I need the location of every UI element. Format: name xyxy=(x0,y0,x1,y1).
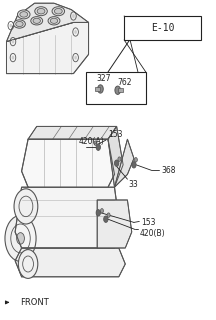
Circle shape xyxy=(104,216,108,222)
Circle shape xyxy=(98,85,103,93)
Text: 153: 153 xyxy=(108,130,122,139)
Ellipse shape xyxy=(48,17,60,25)
Ellipse shape xyxy=(52,7,65,16)
Text: 420(B): 420(B) xyxy=(139,229,165,238)
Circle shape xyxy=(12,56,14,60)
Text: 762: 762 xyxy=(118,78,132,87)
FancyBboxPatch shape xyxy=(95,87,100,91)
Circle shape xyxy=(114,160,119,166)
Circle shape xyxy=(96,144,100,150)
Circle shape xyxy=(10,24,12,28)
Circle shape xyxy=(12,40,14,44)
Text: 153: 153 xyxy=(141,218,156,227)
Ellipse shape xyxy=(54,8,62,14)
Circle shape xyxy=(14,189,38,224)
Ellipse shape xyxy=(33,18,40,23)
Circle shape xyxy=(94,141,97,145)
Ellipse shape xyxy=(35,7,47,16)
Polygon shape xyxy=(15,187,121,248)
Circle shape xyxy=(74,56,77,60)
Polygon shape xyxy=(97,200,132,248)
Circle shape xyxy=(132,162,136,168)
Circle shape xyxy=(96,210,100,216)
Text: 420(A): 420(A) xyxy=(79,137,105,146)
Circle shape xyxy=(5,215,36,261)
FancyBboxPatch shape xyxy=(118,88,123,92)
Ellipse shape xyxy=(16,21,23,27)
Ellipse shape xyxy=(37,8,45,14)
Text: 368: 368 xyxy=(161,166,175,175)
Circle shape xyxy=(100,209,103,213)
Circle shape xyxy=(74,30,77,34)
Text: FRONT: FRONT xyxy=(21,298,49,307)
Text: 33: 33 xyxy=(129,180,138,189)
Bar xyxy=(124,16,201,40)
Circle shape xyxy=(118,157,121,161)
Ellipse shape xyxy=(13,20,25,28)
Circle shape xyxy=(115,86,121,94)
Text: E-10: E-10 xyxy=(151,23,174,33)
Circle shape xyxy=(18,250,38,278)
Ellipse shape xyxy=(17,10,30,19)
Polygon shape xyxy=(28,126,117,139)
Polygon shape xyxy=(15,248,125,277)
Polygon shape xyxy=(6,22,89,74)
Circle shape xyxy=(72,14,75,18)
Polygon shape xyxy=(114,139,134,187)
Ellipse shape xyxy=(50,18,58,23)
Circle shape xyxy=(107,213,110,217)
Bar xyxy=(86,72,146,104)
Ellipse shape xyxy=(31,17,43,25)
Text: 327: 327 xyxy=(96,74,111,83)
Polygon shape xyxy=(108,126,123,187)
Polygon shape xyxy=(6,3,89,42)
Polygon shape xyxy=(22,139,114,187)
Circle shape xyxy=(134,157,137,162)
Circle shape xyxy=(17,233,24,244)
Ellipse shape xyxy=(20,12,28,17)
